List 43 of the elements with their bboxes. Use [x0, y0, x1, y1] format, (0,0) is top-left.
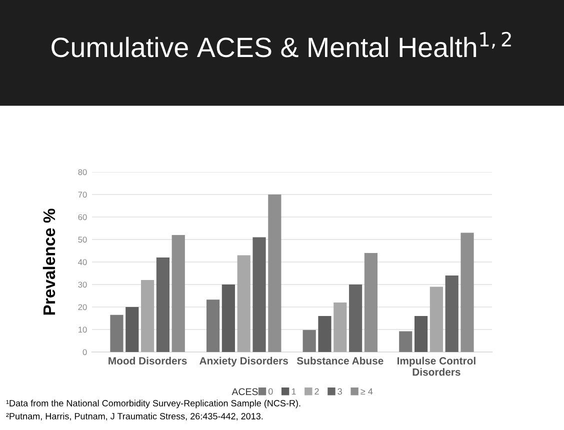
bar: [252, 237, 266, 352]
text: ¹Data from the National Comorbidity Survey-Replication Sample (NCS-R).: [6, 400, 300, 408]
legend-title: ACES: [232, 388, 258, 396]
bar: [414, 316, 428, 352]
bar: [206, 300, 220, 352]
x-tick-label: Impulse Control Disorders: [398, 356, 476, 376]
bar: [126, 307, 139, 352]
bar: [364, 253, 378, 352]
y-tick-label: 30: [78, 282, 87, 288]
y-tick-label: 40: [78, 259, 87, 266]
legend-label: 1: [292, 388, 296, 395]
x-tick-label: Anxiety Disorders: [200, 356, 288, 367]
bar: [334, 302, 347, 352]
bar: [445, 276, 458, 352]
x-tick-label: Mood Disorders: [108, 356, 187, 365]
legend-label: ≥ 4: [360, 388, 373, 395]
y-tick-label: 80: [78, 169, 87, 176]
bar: [430, 286, 443, 352]
bar: [268, 194, 282, 352]
bar: [172, 235, 185, 352]
legend-label: 2: [314, 388, 319, 395]
bar: [110, 314, 124, 352]
bar: [349, 284, 362, 352]
bar: [237, 255, 250, 352]
legend-label: 0: [268, 388, 273, 395]
legend-label: 3: [338, 388, 342, 395]
bar: [460, 232, 474, 352]
bar: [141, 280, 154, 352]
bar: [318, 316, 332, 352]
bar: [302, 330, 316, 352]
bar: [222, 284, 235, 352]
text: ²Putnam, Harris, Putnam, J Traumatic Stress, 26:435-442, 2013.: [6, 412, 263, 420]
bar: [399, 331, 412, 352]
y-tick-label: 70: [78, 192, 87, 198]
chart-title: Cumulative ACES & Mental Health$^{1,2}$: [52, 32, 511, 58]
y-axis-title: Prevalence %: [42, 208, 56, 315]
x-tick-label: Substance Abuse: [296, 356, 384, 365]
y-tick-label: 20: [78, 304, 87, 310]
y-tick-label: 60: [78, 214, 87, 220]
bar: [156, 258, 170, 352]
y-tick-label: 0: [82, 349, 87, 356]
y-tick-label: 10: [78, 326, 87, 333]
y-tick-label: 50: [78, 236, 87, 243]
